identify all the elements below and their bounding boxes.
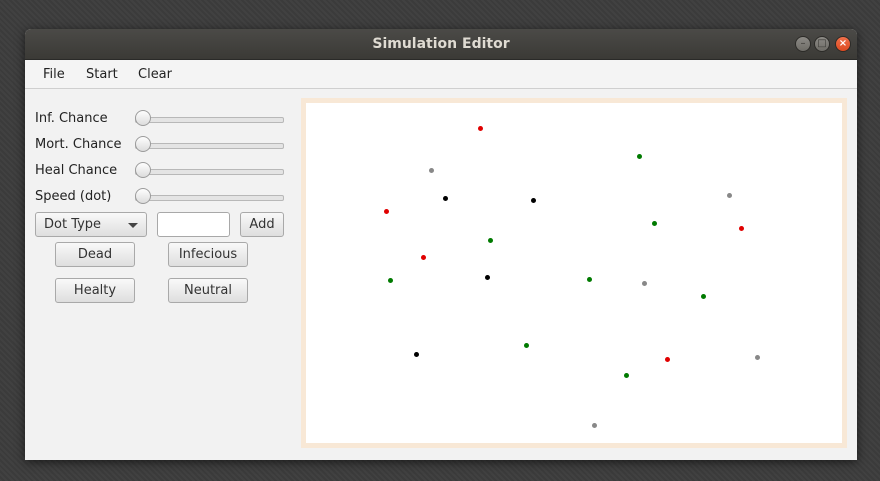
- dot-healthy: [487, 237, 493, 243]
- speed-label: Speed (dot): [35, 189, 112, 204]
- dot-infected: [420, 254, 426, 260]
- inf-chance-label: Inf. Chance: [35, 111, 108, 126]
- dot-infected: [738, 225, 744, 231]
- dot-healthy: [586, 276, 592, 282]
- slider-track: [135, 143, 284, 149]
- speed-slider[interactable]: [135, 188, 284, 205]
- dot-infected: [664, 356, 670, 362]
- dot-infected: [383, 208, 389, 214]
- simulation-canvas[interactable]: [301, 98, 847, 448]
- heal-chance-label: Heal Chance: [35, 163, 118, 178]
- dot-healthy: [636, 153, 642, 159]
- slider-thumb[interactable]: [135, 136, 151, 152]
- menu-clear[interactable]: Clear: [138, 67, 172, 82]
- dot-healthy: [623, 372, 629, 378]
- dot-healthy: [700, 293, 706, 299]
- dot-dead: [442, 195, 448, 201]
- dot-type-select[interactable]: Dot Type: [35, 212, 147, 237]
- dot-healthy: [651, 220, 657, 226]
- dot-healthy: [387, 277, 393, 283]
- dot-type-value: Dot Type: [44, 217, 102, 232]
- mort-chance-label: Mort. Chance: [35, 137, 122, 152]
- window-title: Simulation Editor: [372, 36, 510, 52]
- title-bar[interactable]: Simulation Editor – □ ×: [25, 29, 857, 60]
- dot-dead: [413, 351, 419, 357]
- slider-thumb[interactable]: [135, 110, 151, 126]
- simulation-editor-window: Simulation Editor – □ × File Start Clear…: [25, 29, 857, 460]
- dot-neutral: [754, 354, 760, 360]
- dot-neutral: [641, 280, 647, 286]
- maximize-icon[interactable]: □: [814, 36, 830, 52]
- chevron-down-icon: [128, 223, 138, 228]
- dot-dead: [530, 197, 536, 203]
- healty-button[interactable]: Healty: [55, 278, 135, 303]
- dot-neutral: [591, 422, 597, 428]
- add-button[interactable]: Add: [240, 212, 284, 237]
- dot-dead: [484, 274, 490, 280]
- heal-chance-slider[interactable]: [135, 162, 284, 179]
- mort-chance-slider[interactable]: [135, 136, 284, 153]
- slider-track: [135, 169, 284, 175]
- neutral-button[interactable]: Neutral: [168, 278, 248, 303]
- slider-track: [135, 117, 284, 123]
- dot-infected: [477, 125, 483, 131]
- dot-neutral: [726, 192, 732, 198]
- dot-healthy: [523, 342, 529, 348]
- dead-button[interactable]: Dead: [55, 242, 135, 267]
- inf-chance-slider[interactable]: [135, 110, 284, 127]
- amount-input[interactable]: [157, 212, 230, 237]
- dot-neutral: [428, 167, 434, 173]
- slider-thumb[interactable]: [135, 162, 151, 178]
- infecious-button[interactable]: Infecious: [168, 242, 248, 267]
- minimize-icon[interactable]: –: [795, 36, 811, 52]
- slider-track: [135, 195, 284, 201]
- menu-file[interactable]: File: [43, 67, 65, 82]
- menu-start[interactable]: Start: [86, 67, 118, 82]
- slider-thumb[interactable]: [135, 188, 151, 204]
- menu-bar: File Start Clear: [25, 60, 857, 89]
- close-icon[interactable]: ×: [835, 36, 851, 52]
